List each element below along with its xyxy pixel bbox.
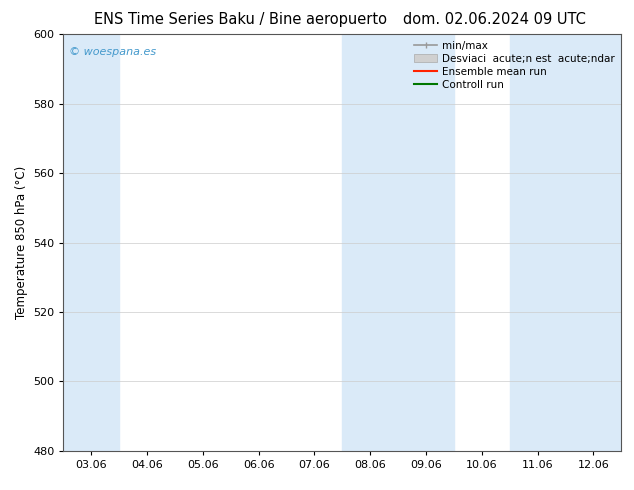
Y-axis label: Temperature 850 hPa (°C): Temperature 850 hPa (°C) <box>15 166 27 319</box>
Text: ENS Time Series Baku / Bine aeropuerto: ENS Time Series Baku / Bine aeropuerto <box>94 12 387 27</box>
Bar <box>63 34 119 451</box>
Bar <box>510 34 621 451</box>
Text: © woespana.es: © woespana.es <box>69 47 156 57</box>
Text: dom. 02.06.2024 09 UTC: dom. 02.06.2024 09 UTC <box>403 12 586 27</box>
Bar <box>342 34 454 451</box>
Legend: min/max, Desviaci  acute;n est  acute;ndar, Ensemble mean run, Controll run: min/max, Desviaci acute;n est acute;ndar… <box>410 36 619 94</box>
